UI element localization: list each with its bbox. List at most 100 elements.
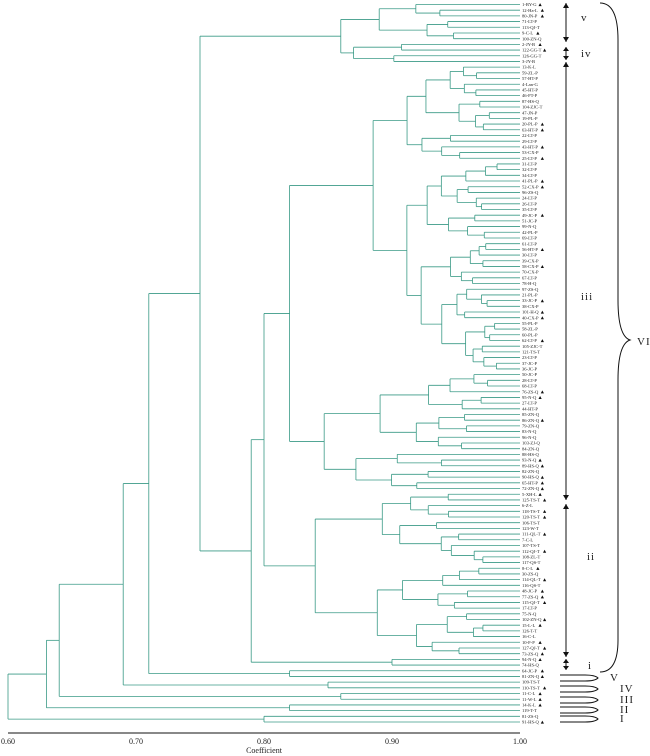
leaf-label: 91-HS-Q <box>522 720 540 725</box>
leaf-label: 37-JC-P <box>522 361 538 366</box>
marker-triangle-icon <box>540 213 544 217</box>
group-brackets-lower: V IV III II I <box>560 672 634 725</box>
leaf-label: 30-ZS-Q <box>522 572 539 577</box>
leaf-label: 102-ZN-Q <box>522 617 542 622</box>
x-axis-label: Coefficient <box>246 746 283 755</box>
leaf-label: 81-ZS-Q <box>522 714 539 719</box>
marker-triangle-icon <box>540 464 544 468</box>
leaf-label: 117-QS-T <box>522 560 541 565</box>
leaf-label: 76-ZS-Q <box>522 389 539 394</box>
marker-triangle-icon <box>536 31 540 35</box>
marker-triangle-icon <box>540 316 544 320</box>
leaf-label: 125-TS-T <box>522 498 540 503</box>
group-V-label: V <box>610 672 619 684</box>
marker-triangle-icon <box>540 179 544 183</box>
leaf-label: 61-LT-P <box>522 241 537 246</box>
leaf-label: 40-CX-P <box>522 315 539 320</box>
leaf-label: 17-LT-P <box>522 606 537 611</box>
leaf-label: 77-ZS-Q <box>522 594 539 599</box>
marker-triangle-icon <box>538 657 542 661</box>
marker-triangle-icon <box>538 697 542 701</box>
leaf-label: 5-XH-L <box>522 492 537 497</box>
group-II-label: II <box>620 704 629 716</box>
marker-triangle-icon <box>540 390 544 394</box>
leaf-label: 106-TS-T <box>522 520 540 525</box>
leaf-label: 39-CX-P <box>522 258 539 263</box>
x-tick-0: 0.60 <box>1 737 15 746</box>
leaf-label: 58-ZL-P <box>522 327 538 332</box>
marker-triangle-icon <box>540 122 544 126</box>
leaf-label: 26-LT-P <box>522 201 537 206</box>
leaf-label: 52-CX-P <box>522 184 539 189</box>
leaf-label: 105-ZJC-T <box>522 344 543 349</box>
marker-triangle-icon <box>543 578 547 582</box>
leaf-label: 14-K-L <box>522 703 536 708</box>
marker-triangle-icon <box>540 247 544 251</box>
marker-triangle-icon <box>543 618 547 622</box>
marker-triangle-icon <box>538 492 542 496</box>
leaf-label: 32-LT-P <box>522 167 537 172</box>
marker-triangle-icon <box>540 145 544 149</box>
leaf-label: 122-GG-T <box>522 48 542 53</box>
marker-triangle-icon <box>540 595 544 599</box>
group-III-label: III <box>620 694 634 706</box>
leaf-label: 78-H-Q <box>522 281 537 286</box>
group-IV-label: IV <box>620 683 634 695</box>
leaf-label: 103-ZJ-Q <box>522 441 541 446</box>
leaf-label: 110-TS-T <box>522 685 540 690</box>
marker-triangle-icon <box>543 549 547 553</box>
leaf-label: 8-C-L <box>522 566 533 571</box>
marker-triangle-icon <box>538 396 542 400</box>
leaf-label: 67-LT-P <box>522 275 537 280</box>
leaf-label: 90-HS-Q <box>522 475 540 480</box>
group-iii-label: iii <box>581 291 593 303</box>
leaf-label: 80-JN-P <box>522 13 538 18</box>
marker-triangle-icon <box>540 265 544 269</box>
marker-triangle-icon <box>543 48 547 52</box>
group-v-label: v <box>581 12 588 24</box>
marker-triangle-icon <box>540 669 544 673</box>
marker-triangle-icon <box>538 623 542 627</box>
marker-triangle-icon <box>538 692 542 696</box>
leaf-label: 69-LT-P <box>522 236 537 241</box>
leaf-label: 27-LT-P <box>522 401 537 406</box>
leaf-label: 2-JY-B <box>522 42 535 47</box>
x-tick-4: 1.00 <box>513 737 527 746</box>
leaf-label: 127-QJ-T <box>522 646 540 651</box>
leaf-label: 72-ZN-Q <box>522 486 540 491</box>
marker-triangle-icon <box>540 299 544 303</box>
marker-triangle-icon <box>538 640 542 644</box>
leaf-label: 48-JC-P <box>522 589 538 594</box>
leaf-label: 83-N-Q <box>522 429 537 434</box>
leaf-label: 19-PL-P <box>522 116 538 121</box>
group-i-label: i <box>588 660 592 672</box>
marker-triangle-icon <box>540 487 544 491</box>
leaf-label: 123-W-T <box>522 526 539 531</box>
dendrogram-branches <box>7 4 520 723</box>
leaf-label: 96-N-Q <box>522 435 537 440</box>
leaf-label: 85-ZN-Q <box>522 412 540 417</box>
leaf-label: 57-HT-P <box>522 76 538 81</box>
leaf-label: 15-L-L <box>522 623 535 628</box>
leaf-label: 7-C-L <box>522 537 533 542</box>
leaf-label: 108-ZL-T <box>522 554 541 559</box>
leaf-label: 62-LT-P <box>522 338 537 343</box>
leaf-label: 49-JC-P <box>522 213 538 218</box>
marker-triangle-icon <box>540 8 544 12</box>
leaf-label: 111-QL-T <box>522 532 541 537</box>
leaf-label: 33-JC-P <box>522 298 538 303</box>
leaf-label: 42-PL-P <box>522 230 538 235</box>
x-tick-1: 0.70 <box>129 737 143 746</box>
leaf-label: 60-PL-P <box>522 332 538 337</box>
marker-triangle-icon <box>540 475 544 479</box>
group-I-label: I <box>620 713 625 725</box>
leaf-label: 107-TS-T <box>522 543 540 548</box>
leaf-label: 13-K-L <box>522 65 536 70</box>
leaf-label: 116-QS-T <box>522 583 541 588</box>
marker-triangle-icon <box>538 703 542 707</box>
marker-triangle-icon <box>540 589 544 593</box>
leaf-label: 79-ZN-Q <box>522 423 540 428</box>
leaf-label: 30-LT-P <box>522 253 537 258</box>
leaf-label: 100-ZN-Q <box>522 36 542 41</box>
leaf-label: 73-ZS-Q <box>522 651 539 656</box>
